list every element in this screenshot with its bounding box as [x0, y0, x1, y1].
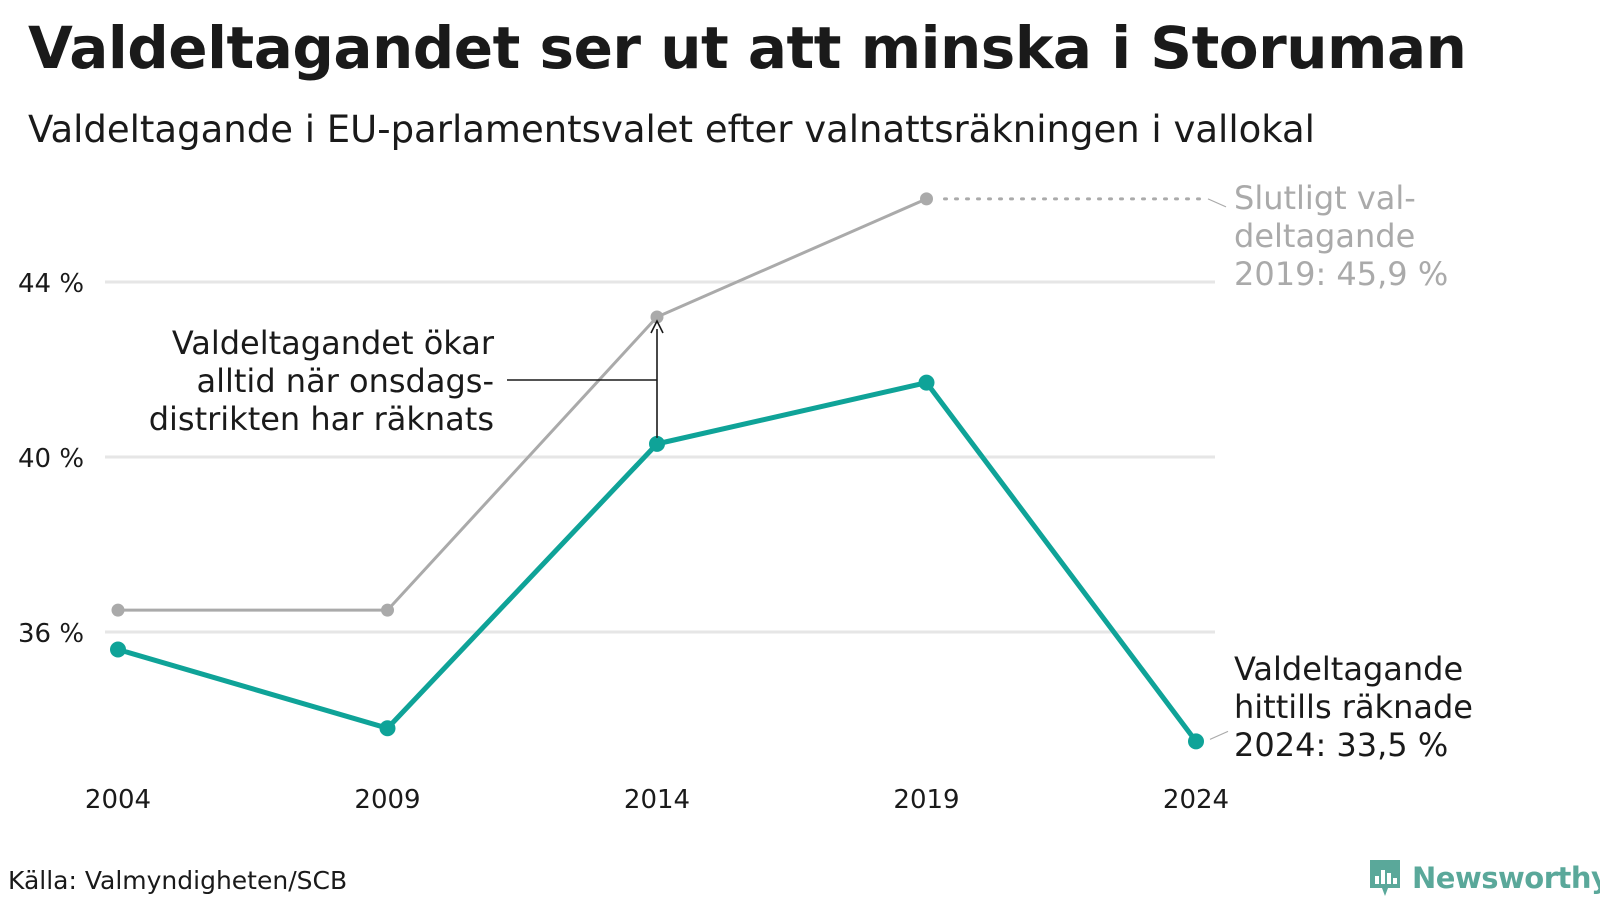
x-tick-label-2014: 2014 — [624, 785, 690, 815]
final-annotation-line-1: Slutligt val- — [1234, 179, 1416, 217]
x-tick-label-2004: 2004 — [85, 785, 151, 815]
counted-annotation-line-2: hittills räknade — [1234, 688, 1473, 726]
line-chart: 36 % 40 % 44 % 2004 2009 2014 2019 2024 Slutli… — [18, 179, 1473, 815]
newsworthy-logo: Newsworthy — [1368, 856, 1600, 900]
final-annotation-connector — [1207, 198, 1227, 208]
series-line-final — [116, 197, 928, 612]
source-note: Källa: Valmyndigheten/SCB — [8, 866, 348, 895]
newsworthy-logo-text: Newsworthy — [1412, 861, 1600, 895]
increase-annotation-line-2: alltid när onsdags- — [196, 362, 494, 400]
data-point-counted-2004 — [110, 641, 126, 658]
x-tick-label-2019: 2019 — [893, 785, 959, 815]
final-annotation-line-3: 2019: 45,9 % — [1234, 255, 1448, 293]
series-final-turnout — [111, 192, 933, 617]
increase-annotation-line-1: Valdeltagandet ökar — [172, 324, 495, 362]
data-point-final-2009 — [381, 603, 394, 617]
data-point-counted-2009 — [379, 720, 396, 737]
data-point-counted-2019 — [918, 374, 935, 391]
series-counted-turnout — [110, 374, 1204, 750]
increase-arrow-head — [650, 319, 664, 334]
counted-annotation-line-1: Valdeltagande — [1234, 650, 1463, 688]
newsworthy-logo-icon — [1370, 860, 1400, 896]
counted-annotation-line-3: 2024: 33,5 % — [1234, 726, 1448, 764]
data-point-final-2014 — [650, 310, 664, 324]
data-point-counted-2014 — [649, 435, 665, 452]
increase-annotation-line-3: distrikten har räknats — [149, 400, 494, 438]
chart-subtitle: Valdeltagande i EU-parlamentsvalet efter… — [28, 108, 1315, 151]
y-axis-ticks: 36 % 40 % 44 % — [18, 269, 84, 649]
counted-annotation-connector — [1209, 730, 1229, 740]
y-tick-label-36: 36 % — [18, 619, 84, 649]
chart-title: Valdeltagandet ser ut att minska i Storu… — [28, 14, 1467, 82]
final-annotation-line-2: deltagande — [1234, 217, 1415, 255]
data-point-final-2004 — [111, 603, 125, 617]
data-point-counted-2024 — [1188, 733, 1204, 750]
x-tick-label-2024: 2024 — [1163, 785, 1229, 815]
y-tick-label-44: 44 % — [18, 269, 84, 299]
x-tick-label-2009: 2009 — [354, 785, 420, 815]
x-axis-ticks: 2004 2009 2014 2019 2024 — [85, 785, 1229, 815]
y-tick-label-40: 40 % — [18, 444, 84, 474]
gridlines — [105, 280, 1215, 634]
data-point-final-2019 — [920, 192, 933, 206]
